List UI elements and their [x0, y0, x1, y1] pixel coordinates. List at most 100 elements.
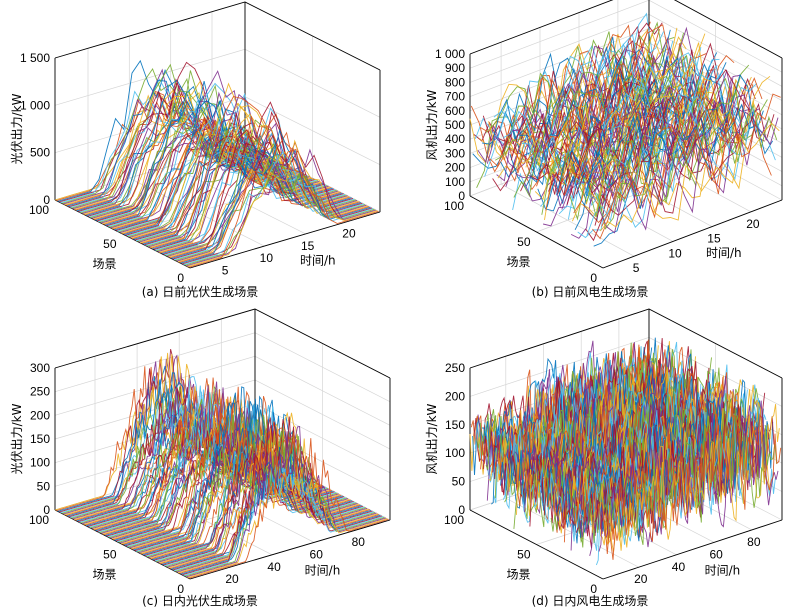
scenario-line — [578, 112, 759, 203]
x-tick-label: 80 — [352, 535, 366, 549]
x-tick-label: 15 — [301, 239, 315, 253]
scenario-line — [598, 117, 779, 234]
panel-caption: (b) 日前风电生成场景 — [532, 284, 649, 299]
scenario-line — [582, 77, 763, 224]
z-axis-label: 风机出力/kW — [425, 89, 439, 160]
y-axis-label: 场景 — [506, 568, 530, 582]
scenario-line — [534, 42, 715, 201]
z-tick-label: 0 — [458, 503, 465, 517]
scenario-line — [566, 83, 747, 205]
x-tick-label: 40 — [267, 560, 281, 574]
scenario-line — [176, 122, 367, 262]
z-tick-label: 150 — [30, 432, 50, 446]
z-tick-label: 900 — [445, 61, 465, 75]
scenario-line — [131, 115, 323, 240]
scenario-line — [188, 432, 389, 579]
scenario-line — [540, 52, 720, 207]
z-tick-label: 200 — [445, 389, 465, 403]
z-tick-label: 200 — [445, 161, 465, 175]
scenario-line — [585, 69, 765, 242]
scenario-line — [181, 134, 373, 265]
z-tick-label: 700 — [445, 90, 465, 104]
scenario-line — [185, 147, 377, 267]
scenario-line — [143, 122, 335, 246]
x-tick-label: 20 — [225, 572, 239, 586]
series-group-a — [54, 59, 379, 268]
scenario-line — [185, 425, 387, 578]
z-tick-label: 100 — [445, 446, 465, 460]
z-tick-label: 500 — [445, 118, 465, 132]
z-tick-label: 1 500 — [20, 51, 50, 65]
tick-labels-b: 5101520050100010020030040050060070080090… — [435, 47, 760, 285]
y-tick-label: 50 — [103, 237, 117, 251]
y-tick-label: 100 — [444, 199, 464, 213]
scenario-line — [184, 431, 385, 577]
scenario-line — [142, 108, 333, 245]
y-axis-label: 场景 — [506, 255, 530, 269]
scenario-line — [570, 69, 751, 239]
z-tick-label: 200 — [30, 408, 50, 422]
scenario-line — [587, 388, 768, 545]
y-tick-label: 100 — [29, 203, 49, 217]
scenario-line — [173, 460, 374, 572]
x-tick-label: 60 — [709, 547, 723, 561]
y-tick-label: 0 — [177, 271, 184, 285]
x-axis-label: 时间/h — [706, 246, 742, 260]
x-tick-label: 10 — [260, 251, 274, 265]
scenario-line — [595, 398, 776, 566]
z-tick-label: 0 — [458, 189, 465, 203]
panel-caption: (d) 日内风电生成场景 — [532, 594, 649, 608]
panel-caption: (a) 日前光伏生成场景 — [142, 284, 259, 299]
scenario-line — [125, 421, 326, 547]
scenario-line — [184, 165, 375, 266]
scenario-line — [173, 168, 364, 261]
y-tick-label: 100 — [29, 513, 49, 527]
x-tick-label: 20 — [634, 572, 648, 586]
scenario-line — [187, 139, 378, 268]
scenario-line — [180, 446, 381, 575]
panel-b: 5101520050100010020030040050060070080090… — [425, 0, 783, 299]
x-tick-label: 60 — [310, 547, 324, 561]
y-tick-label: 50 — [517, 235, 531, 249]
scenario-line — [594, 406, 775, 536]
series-group-d — [469, 337, 782, 566]
z-tick-label: 300 — [445, 146, 465, 160]
x-axis-label: 时间/h — [705, 563, 741, 577]
series-group-b — [469, 12, 781, 247]
z-axis-label: 光伏出力/kW — [10, 403, 24, 474]
z-tick-label: 300 — [30, 361, 50, 375]
x-tick-label: 15 — [707, 232, 721, 246]
scenario-line — [187, 463, 388, 579]
x-tick-label: 40 — [672, 560, 686, 574]
scenario-line — [102, 107, 293, 225]
z-tick-label: 1 000 — [435, 47, 465, 61]
x-tick-label: 5 — [222, 263, 229, 277]
scenario-line — [71, 63, 262, 209]
x-tick-label: 80 — [747, 535, 761, 549]
scenario-line — [188, 148, 379, 268]
y-tick-label: 0 — [590, 582, 597, 596]
z-tick-label: 0 — [43, 503, 50, 517]
scenario-line — [169, 145, 360, 259]
axes-frame-b — [469, 0, 783, 269]
y-tick-label: 0 — [590, 271, 597, 285]
z-tick-label: 250 — [445, 361, 465, 375]
z-tick-label: 100 — [30, 456, 50, 470]
z-tick-label: 500 — [30, 146, 50, 160]
scenario-line — [127, 124, 319, 238]
scenario-line — [589, 111, 770, 205]
scenario-line — [489, 54, 670, 168]
y-tick-label: 100 — [444, 513, 464, 527]
panel-d: 20406080050100050100150200250时间/h场景风机出力/… — [425, 308, 783, 608]
scenario-line — [176, 433, 377, 573]
scenario-line — [550, 84, 731, 188]
y-axis-label: 场景 — [92, 568, 116, 582]
z-tick-label: 100 — [445, 175, 465, 189]
scenario-line — [601, 413, 782, 560]
scenario-line — [480, 24, 661, 158]
scenario-line — [119, 91, 310, 234]
